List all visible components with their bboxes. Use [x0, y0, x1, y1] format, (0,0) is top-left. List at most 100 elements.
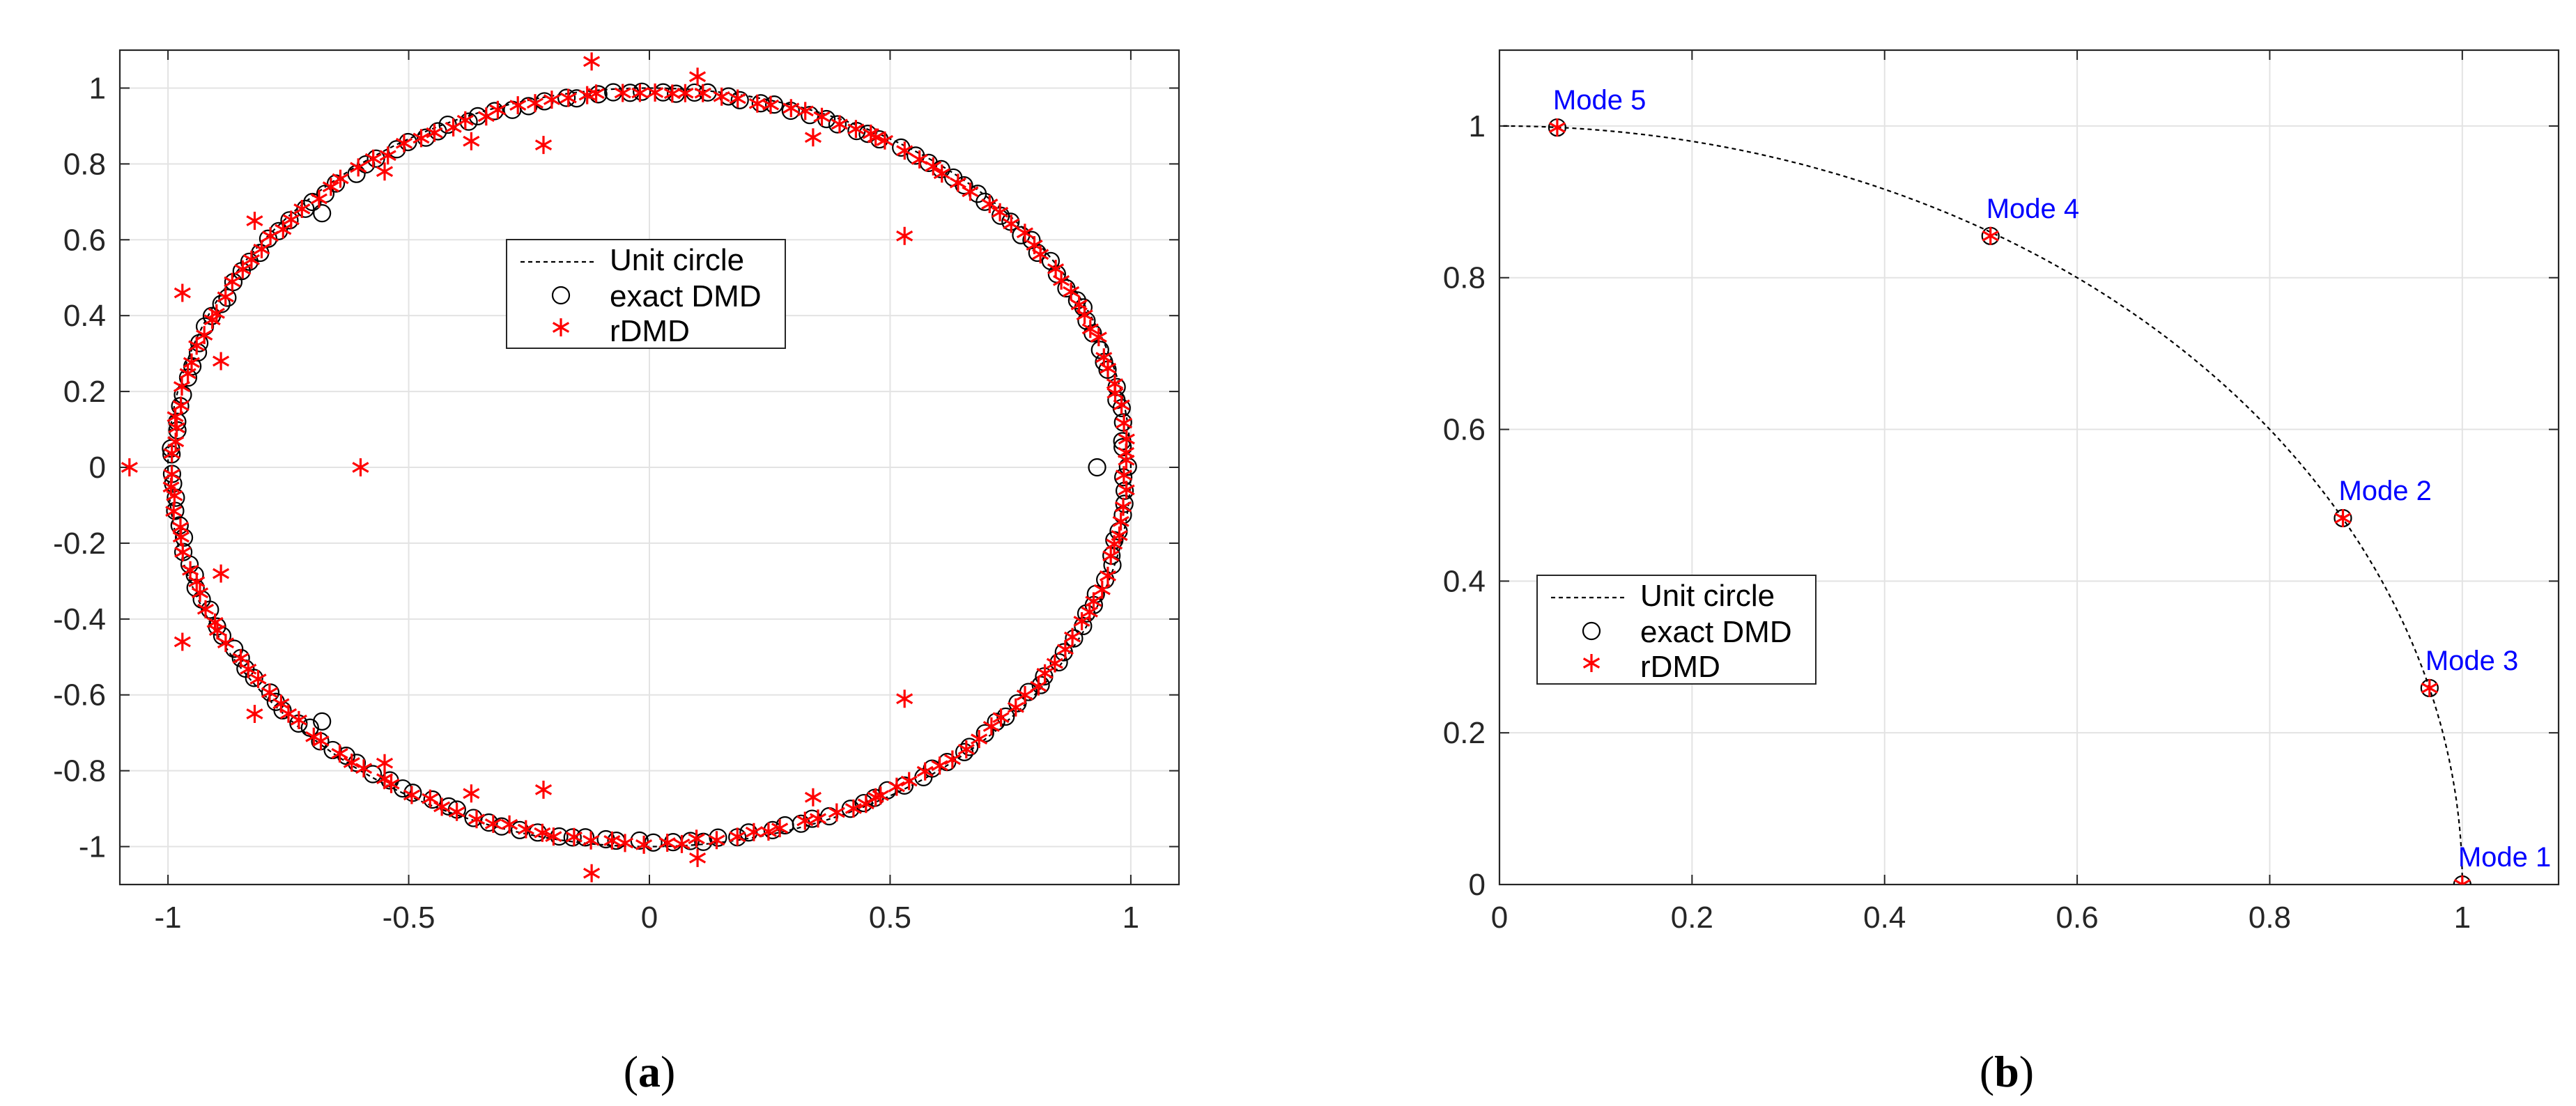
- exact-dmd-point: [764, 95, 784, 114]
- rdmd-point: [796, 102, 814, 120]
- rdmd-point: [468, 810, 486, 829]
- plot-area: [1499, 50, 2559, 885]
- rdmd-point: [509, 96, 527, 115]
- exact-dmd-point: [550, 827, 569, 846]
- rdmd-point: [203, 311, 221, 329]
- rdmd-point: [992, 203, 1009, 221]
- rdmd-point: [1099, 359, 1117, 377]
- rdmd-point: [900, 772, 918, 790]
- rdmd-point: [350, 158, 367, 177]
- rdmd-point: [477, 107, 495, 126]
- rdmd-point: [322, 178, 339, 196]
- rdmd-series: [1548, 118, 2471, 885]
- rdmd-point: [182, 561, 199, 579]
- rdmd-point: [1016, 686, 1034, 704]
- mode-label: Mode 2: [2338, 476, 2431, 506]
- x-tick-label: 0.2: [1671, 901, 1713, 935]
- rdmd-point: [1115, 414, 1133, 433]
- rdmd-point: [583, 831, 600, 850]
- rdmd-point: [167, 407, 184, 426]
- rdmd-point: [332, 169, 349, 188]
- rdmd-point: [290, 710, 307, 729]
- legend-star-swatch: [1582, 654, 1601, 672]
- rdmd-point: [1056, 640, 1074, 659]
- legend-circle-swatch: [1582, 621, 1601, 641]
- legend-entry: rDMD: [1640, 650, 1720, 684]
- rdmd-point: [1982, 226, 1999, 245]
- rdmd-point: [1030, 677, 1047, 696]
- rdmd-point: [762, 95, 780, 114]
- rdmd-point: [331, 744, 348, 763]
- rdmd-point: [167, 433, 185, 451]
- rdmd-point: [729, 89, 746, 108]
- rdmd-point: [745, 823, 762, 841]
- rdmd-point: [1070, 295, 1088, 314]
- rdmd-point: [992, 708, 1010, 727]
- rdmd-point: [448, 802, 465, 821]
- exact-dmd-point: [828, 115, 847, 134]
- y-tick-label: 0.6: [63, 223, 106, 257]
- x-tick-label: 0.4: [1863, 901, 1906, 935]
- rdmd-point: [191, 584, 209, 602]
- rdmd-point: [163, 444, 180, 463]
- exact-dmd-point: [303, 192, 322, 212]
- rdmd-point: [813, 107, 831, 126]
- y-tick-label: 0.4: [1443, 564, 1486, 598]
- rdmd-point: [395, 134, 413, 153]
- rdmd-point: [694, 84, 711, 102]
- rdmd-point: [867, 128, 884, 147]
- legend-entry: Unit circle: [1640, 579, 1775, 613]
- chart-panel-a: -1 -0.5 0 0.5 1 -1 -0.8 -0.6 -0.4 -0.2 0 0.2 0.4 0.6 0…: [53, 49, 1180, 935]
- rdmd-point: [565, 827, 583, 846]
- legend-entry: rDMD: [610, 314, 690, 348]
- exact-dmd-point: [1077, 311, 1096, 330]
- y-tick-label: 0: [89, 451, 106, 485]
- rdmd-point: [179, 364, 196, 383]
- exact-dmd-point: [576, 828, 595, 847]
- rdmd-point: [925, 157, 942, 176]
- rdmd-point: [916, 762, 934, 781]
- exact-dmd-point: [633, 82, 651, 101]
- y-tick-label: -0.2: [53, 527, 106, 561]
- y-tick-label: 0.8: [63, 147, 106, 181]
- rdmd-point: [1106, 375, 1123, 393]
- legend-entry: Unit circle: [610, 243, 744, 277]
- rdmd-point: [1003, 215, 1020, 233]
- rdmd-point: [1113, 396, 1130, 414]
- rdmd-point: [379, 146, 396, 165]
- x-tick-label: -0.5: [383, 901, 435, 935]
- legend-entry: exact DMD: [1640, 615, 1792, 649]
- rdmd-point: [2453, 875, 2471, 885]
- x-tick-label: 0.5: [869, 901, 911, 935]
- rdmd-point: [534, 780, 553, 799]
- mode-label: Mode 3: [2425, 646, 2518, 676]
- rdmd-point: [896, 690, 913, 708]
- rdmd-point: [748, 94, 766, 113]
- exact-dmd-point: [313, 204, 332, 223]
- rdmd-point: [831, 115, 849, 134]
- mode-label: Mode 1: [2458, 842, 2551, 873]
- x-tick-label: 0.6: [2056, 901, 2099, 935]
- y-tick-label: 0: [1469, 868, 1486, 902]
- rdmd-point: [1047, 260, 1065, 278]
- rdmd-point: [543, 91, 561, 109]
- exact-dmd-point: [730, 91, 749, 109]
- rdmd-point: [246, 212, 263, 230]
- rdmd-point: [688, 848, 707, 867]
- y-tick-label: -0.6: [53, 678, 106, 712]
- rdmd-point: [188, 336, 206, 355]
- y-tick-label: -1: [79, 830, 106, 864]
- exact-dmd-point: [739, 823, 758, 842]
- rdmd-point: [688, 830, 705, 848]
- rdmd-point: [1102, 547, 1120, 566]
- rdmd-point: [173, 377, 191, 396]
- rdmd-point: [949, 173, 966, 192]
- rdmd-point: [911, 150, 928, 169]
- y-tick-label: -0.4: [53, 602, 106, 637]
- chart-panel-b: 0 0.2 0.4 0.6 0.8 1 0 0.2 0.4 0.6 0.8 1 Mode 1 Mode 2…: [1443, 49, 2560, 935]
- rdmd-point: [242, 250, 260, 269]
- exact-dmd-point: [854, 793, 873, 813]
- rdmd-point: [759, 823, 777, 841]
- rdmd-point: [212, 564, 230, 583]
